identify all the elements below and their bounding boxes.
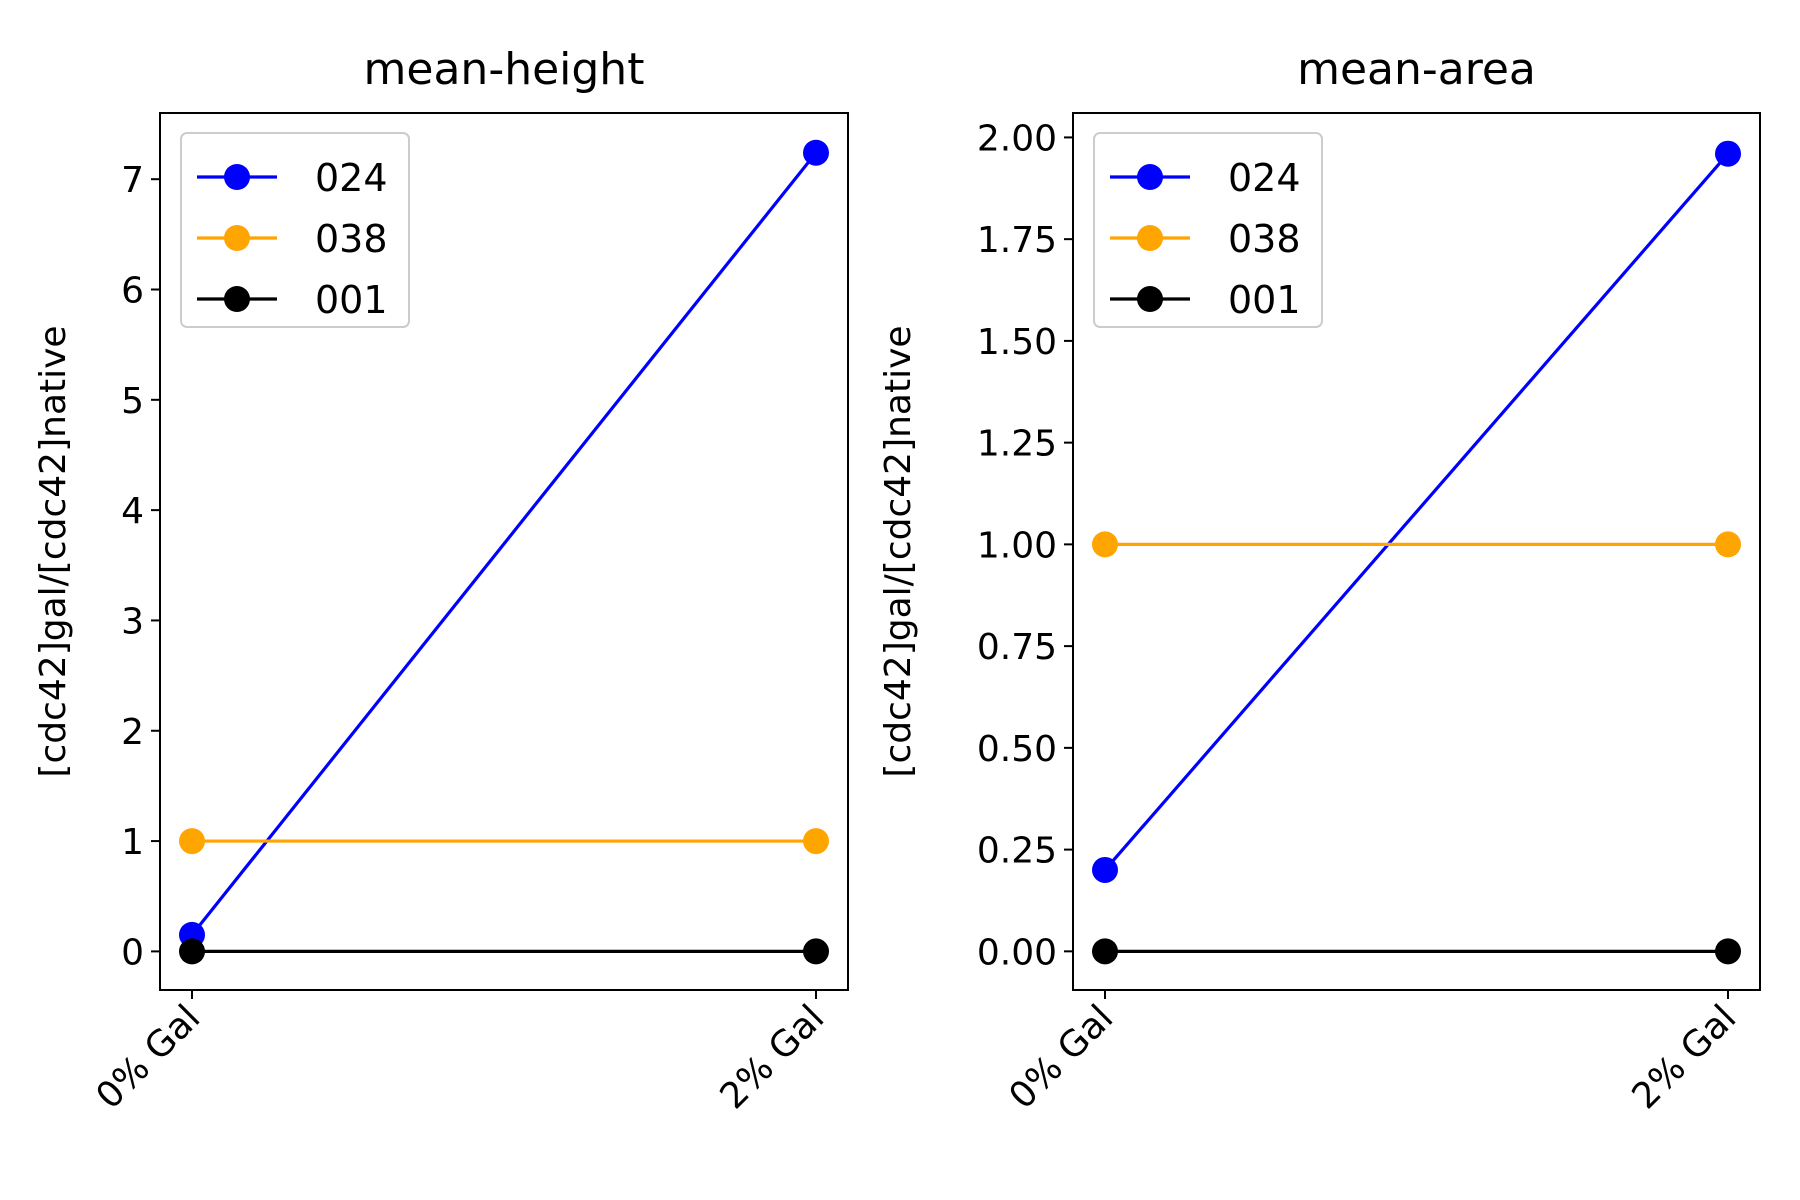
x-tick-label: 0% Gal <box>1001 997 1121 1117</box>
data-point-024 <box>1092 856 1118 883</box>
y-axis-label: [cdc42]gal/[cdc42]native <box>878 325 919 777</box>
y-tick-label: 7 <box>121 160 144 201</box>
data-point-001 <box>179 938 205 965</box>
data-point-001 <box>1092 938 1118 965</box>
data-point-001 <box>1715 938 1741 965</box>
legend-marker-001 <box>1137 286 1163 312</box>
legend-label: 024 <box>315 156 388 200</box>
y-tick-label: 6 <box>121 271 144 312</box>
legend: 024 038 001 <box>1093 132 1323 328</box>
legend-marker-038 <box>1137 225 1163 251</box>
legend-label: 038 <box>1228 217 1301 261</box>
y-tick-label: 1.25 <box>977 424 1057 465</box>
x-tick-label: 2% Gal <box>1624 997 1744 1117</box>
y-tick-label: 1.00 <box>977 525 1057 566</box>
y-tick-label: 4 <box>121 491 144 532</box>
chart-panel-1: mean-height [cdc42]gal/[cdc42]native 0 1 2 3 4… <box>33 44 849 1117</box>
y-tick-label: 2 <box>121 712 144 753</box>
y-axis-label: [cdc42]gal/[cdc42]native <box>33 325 74 777</box>
y-tick-label: 0.00 <box>977 932 1057 973</box>
data-point-024 <box>1715 140 1741 167</box>
chart-title: mean-height <box>364 44 645 95</box>
y-tick-label: 3 <box>121 601 144 642</box>
x-tick-label: 0% Gal <box>88 997 208 1117</box>
legend: 024 038 001 <box>180 132 410 328</box>
y-tick-label: 5 <box>121 381 144 422</box>
axes-frame <box>159 112 849 991</box>
legend-marker-024 <box>1137 164 1163 190</box>
data-point-038 <box>1092 531 1118 558</box>
legend-label: 001 <box>1228 278 1301 322</box>
chart-title: mean-area <box>1297 44 1536 95</box>
legend-marker-001 <box>224 286 250 312</box>
y-tick-label: 0 <box>121 932 144 973</box>
x-tick-label: 2% Gal <box>712 997 832 1117</box>
legend-marker-024 <box>224 164 250 190</box>
data-point-038 <box>1715 531 1741 558</box>
data-point-024 <box>803 139 829 166</box>
y-tick-label: 0.25 <box>977 831 1057 872</box>
data-point-038 <box>179 828 205 855</box>
y-tick-label: 2.00 <box>977 118 1057 159</box>
y-tick-label: 0.75 <box>977 627 1057 668</box>
y-tick-label: 1.75 <box>977 220 1057 261</box>
series-line-024 <box>190 151 818 936</box>
axes-frame <box>1072 112 1761 991</box>
chart-panel-2: mean-area [cdc42]gal/[cdc42]native 0.00 0.2… <box>878 44 1761 1117</box>
legend-label: 024 <box>1228 156 1301 200</box>
data-point-038 <box>803 828 829 855</box>
data-point-001 <box>803 938 829 965</box>
legend-label: 001 <box>315 278 388 322</box>
legend-marker-038 <box>224 225 250 251</box>
series-line-024 <box>1103 152 1730 871</box>
y-tick-label: 1.50 <box>977 322 1057 363</box>
y-tick-label: 1 <box>121 822 144 863</box>
y-tick-label: 0.50 <box>977 729 1057 770</box>
legend-label: 038 <box>315 217 388 261</box>
